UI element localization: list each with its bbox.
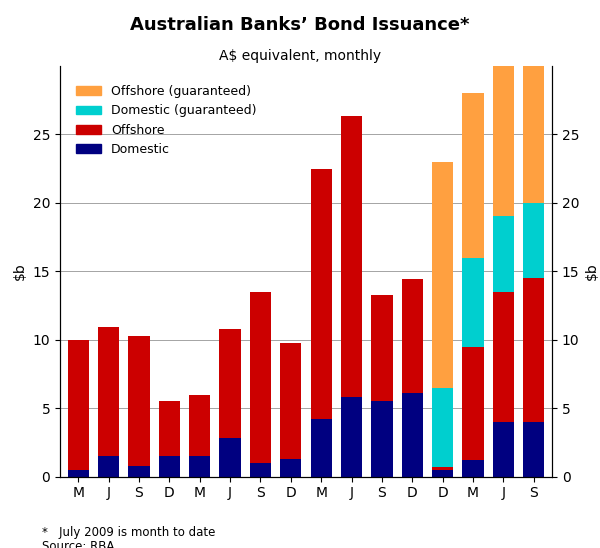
Bar	[432, 470, 453, 477]
Bar	[311, 169, 332, 419]
Bar	[341, 397, 362, 477]
Text: A$ equivalent, monthly: A$ equivalent, monthly	[219, 49, 381, 64]
Legend: Offshore (guaranteed), Domestic (guaranteed), Offshore, Domestic: Offshore (guaranteed), Domestic (guarant…	[71, 80, 262, 161]
Bar	[493, 216, 514, 292]
Bar	[159, 456, 180, 477]
Bar	[463, 460, 484, 477]
Text: Source: RBA: Source: RBA	[42, 540, 115, 548]
Bar	[371, 295, 392, 401]
Bar	[432, 162, 453, 388]
Bar	[311, 419, 332, 477]
Bar	[463, 347, 484, 460]
Bar	[189, 395, 211, 456]
Bar	[371, 401, 392, 477]
Bar	[523, 422, 544, 477]
Y-axis label: $b: $b	[13, 262, 27, 280]
Text: *   July 2009 is month to date: * July 2009 is month to date	[42, 526, 215, 539]
Bar	[523, 278, 544, 422]
Text: Australian Banks’ Bond Issuance*: Australian Banks’ Bond Issuance*	[130, 16, 470, 35]
Bar	[493, 422, 514, 477]
Bar	[463, 93, 484, 258]
Bar	[220, 329, 241, 438]
Bar	[523, 203, 544, 278]
Bar	[68, 470, 89, 477]
Bar	[341, 117, 362, 397]
Bar	[159, 401, 180, 456]
Bar	[280, 342, 301, 459]
Bar	[432, 467, 453, 470]
Bar	[463, 258, 484, 347]
Bar	[493, 292, 514, 422]
Bar	[493, 25, 514, 216]
Bar	[250, 463, 271, 477]
Bar	[280, 459, 301, 477]
Bar	[128, 335, 149, 466]
Bar	[98, 456, 119, 477]
Bar	[432, 388, 453, 467]
Bar	[401, 279, 423, 393]
Bar	[250, 292, 271, 463]
Y-axis label: $b: $b	[585, 262, 599, 280]
Bar	[128, 466, 149, 477]
Bar	[189, 456, 211, 477]
Bar	[523, 52, 544, 203]
Bar	[401, 393, 423, 477]
Bar	[220, 438, 241, 477]
Bar	[98, 328, 119, 456]
Bar	[68, 340, 89, 470]
